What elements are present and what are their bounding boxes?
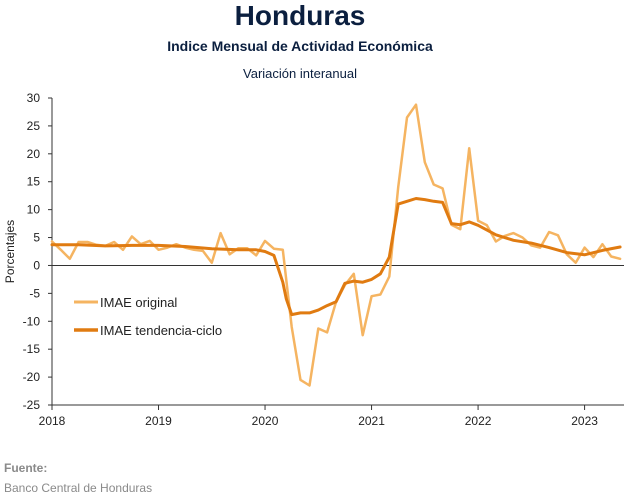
y-tick-label: -20 <box>23 370 41 384</box>
y-tick-label: 30 <box>27 91 41 105</box>
y-tick-label: 15 <box>27 175 41 189</box>
series-line-imae-tendencia-ciclo <box>50 197 622 317</box>
x-tick-label: 2022 <box>465 414 492 425</box>
y-tick-label: -15 <box>23 342 41 356</box>
y-tick-label: 0 <box>33 258 40 272</box>
y-tick-label: 25 <box>27 119 41 133</box>
chart-subtitle: Indice Mensual de Actividad Económica <box>167 38 433 54</box>
y-tick-label: -5 <box>29 286 40 300</box>
legend-label: IMAE tendencia-ciclo <box>100 323 222 338</box>
legend-label: IMAE original <box>100 295 177 310</box>
source-label: Fuente: <box>4 461 48 475</box>
chart-title: Honduras <box>234 0 366 31</box>
y-axis-label: Porcentajes <box>3 220 17 283</box>
y-tick-label: 20 <box>27 147 41 161</box>
x-tick-label: 2020 <box>252 414 279 425</box>
line-chart: 30 25 20 15 10 5 0 -5 -10 -15 -20 -25 2018 2019 2020 20… <box>3 91 624 425</box>
legend-box <box>66 280 244 350</box>
x-tick-label: 2019 <box>145 414 172 425</box>
y-tick-label: -10 <box>23 314 41 328</box>
chart-subtitle-2: Variación interanual <box>243 66 357 81</box>
x-tick-label: 2021 <box>358 414 385 425</box>
source-text: Banco Central de Honduras <box>4 481 153 495</box>
y-tick-label: 10 <box>27 203 41 217</box>
x-tick-label: 2023 <box>571 414 598 425</box>
x-tick-label: 2018 <box>39 414 66 425</box>
y-tick-label: 5 <box>33 231 40 245</box>
y-tick-label: -25 <box>23 398 41 412</box>
